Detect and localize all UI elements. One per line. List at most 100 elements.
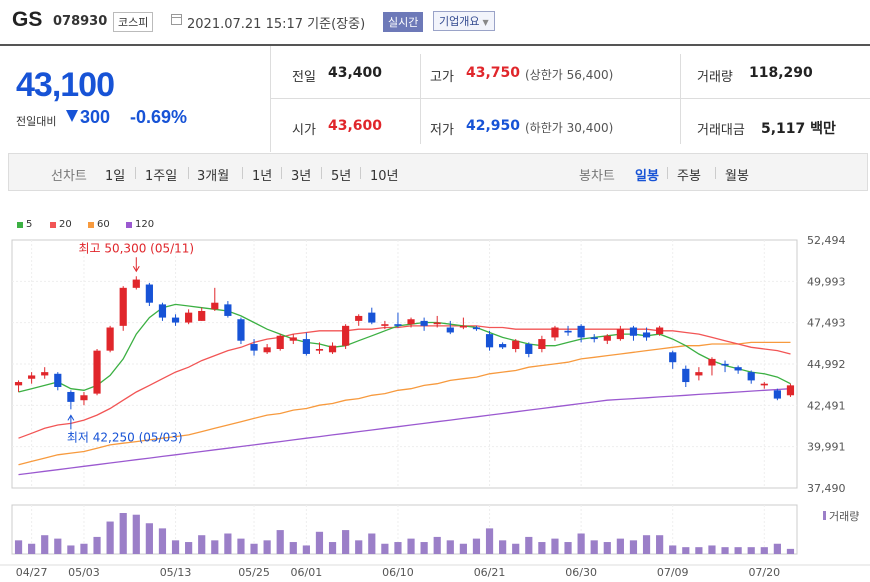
candle-body [577,325,585,338]
candle-body [499,344,507,348]
tab-daily[interactable]: 일봉 [635,169,659,184]
volume-bar [446,540,454,554]
candle [734,365,742,374]
volume-bar [342,530,350,554]
y-tick-label: 49,993 [807,275,846,288]
candle-body [721,363,729,366]
candle-body [786,385,795,396]
x-tick-label: 05/25 [238,566,270,579]
candle-body [629,327,638,336]
candle-body [538,339,546,349]
candle-body [420,320,428,326]
candle-chart-label: 봉차트 [579,169,615,184]
candle-body [14,382,23,386]
candle [564,325,572,336]
y-tick-label: 37,490 [807,482,846,495]
legend-swatch-ma20 [50,222,56,228]
candle [786,383,795,397]
low-value: 42,950 [466,118,521,134]
ma120-line [18,388,791,476]
candle-body [289,337,297,341]
candle [237,317,245,345]
candle-body [394,324,402,326]
candle-body [67,391,75,402]
candle-body [355,315,363,321]
volume-bar [459,543,467,554]
candle [551,325,559,341]
volume-bar [54,538,62,554]
y-tick-label: 42,491 [807,399,846,412]
low-label: 저가 [430,123,454,138]
volume-bar [302,545,310,554]
candle [433,315,441,328]
low-annotation: 최저 42,250 (05/03) [67,430,183,444]
tab-5y[interactable]: 5년 [331,169,352,184]
tab-monthly[interactable]: 월봉 [725,169,749,184]
candle [708,357,716,376]
candle [93,348,101,396]
tab-1y[interactable]: 1년 [252,169,273,184]
calendar-icon [171,14,182,25]
candle-body [616,329,624,340]
x-tick-label: 04/27 [16,566,48,579]
stock-code: 078930 [53,14,108,29]
candle [67,390,75,410]
x-tick-label: 06/10 [382,566,414,579]
company-overview-dropdown[interactable]: 기업개요 ▼ [433,11,495,31]
tab-divider [281,167,282,179]
candle-body [381,324,389,326]
candle-body [237,319,245,341]
candles [14,276,795,410]
ma5-line [18,303,791,393]
triangle-down-icon [66,110,78,122]
candle-body [603,335,611,341]
volume-bar [145,523,153,554]
tab-divider [715,167,716,179]
tab-divider [360,167,361,179]
volume-bar [485,528,494,554]
volume-bar [211,540,219,554]
candle [472,325,481,331]
candle [368,307,376,325]
volume-bar [67,545,75,554]
tab-1d[interactable]: 1일 [105,169,126,184]
candle [682,365,690,388]
tab-weekly[interactable]: 주봉 [677,169,701,184]
volume-bar [669,545,677,554]
ma20-line [18,325,791,439]
y-tick-label: 47,493 [807,317,846,330]
candle [577,324,585,343]
tab-3m[interactable]: 3개월 [197,169,230,184]
volume-bar [289,542,297,554]
candle [629,325,638,341]
candle-body [41,372,49,376]
open-label: 시가 [292,123,316,138]
candle-body [747,372,755,381]
volume-bar [695,547,703,554]
volume-bar [224,533,232,554]
tab-1w[interactable]: 1주일 [145,169,178,184]
volume-bar [80,543,88,554]
realtime-button[interactable]: 실시간 [383,12,424,32]
volume-bar [250,543,258,554]
tab-divider [242,167,243,179]
chart-period-tabs: 선차트 1일 1주일 3개월 1년 3년 5년 10년 봉차트 일봉 주봉 월봉 [8,153,868,191]
summary-divider [270,98,870,99]
tab-3y[interactable]: 3년 [291,169,312,184]
candle-body [185,312,193,323]
candle-body [708,358,716,366]
tab-10y[interactable]: 10년 [370,169,399,184]
candle [721,360,729,373]
candle-body [695,372,703,376]
volume-bar [407,538,415,554]
volume-bar [642,535,651,554]
candle [302,332,310,356]
candle [106,325,114,353]
change-percent: -0.69% [130,107,188,127]
volume-bar [368,533,376,554]
volume-bar [315,531,324,554]
candle [381,320,389,330]
candle [747,370,755,384]
volume-bar [616,538,624,554]
